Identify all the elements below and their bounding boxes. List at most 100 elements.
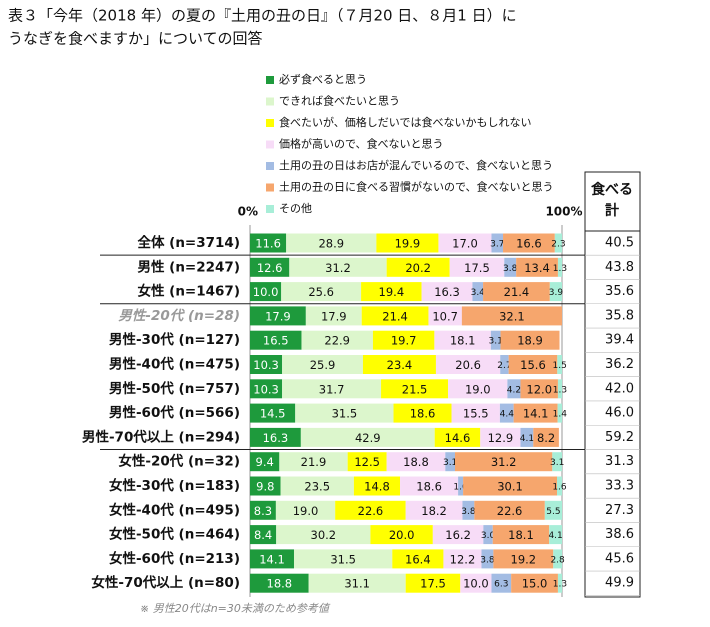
bar-segment (544, 500, 562, 520)
bar-segment (557, 379, 562, 399)
value-label: 23.4 (387, 358, 413, 372)
value-label: 19.0 (293, 504, 319, 518)
value-label: 1.4 (553, 410, 568, 420)
bar-segment (393, 403, 452, 423)
bar-segment (281, 282, 362, 302)
category-label: 女性-70代以上 (n=80) (91, 574, 240, 591)
value-label: 11.6 (255, 237, 281, 251)
value-label: 14.8 (364, 480, 390, 494)
legend-swatch (266, 76, 274, 84)
value-label: 3.8 (503, 264, 518, 274)
value-label: 2.3 (551, 240, 565, 250)
value-label: 28.9 (318, 237, 344, 251)
value-label: 19.9 (395, 237, 421, 251)
bar-segment (250, 476, 281, 496)
category-label: 男性-20代 (n=28) (118, 308, 240, 324)
value-label: 9.4 (256, 455, 274, 469)
bar-segment (362, 355, 436, 374)
value-label: 18.6 (416, 480, 442, 494)
legend-swatch (266, 183, 274, 192)
value-label: 31.5 (332, 407, 358, 421)
bar-segment (454, 452, 553, 472)
bar-segment (493, 549, 554, 569)
bar-segment (386, 257, 450, 277)
value-label: 12.2 (450, 552, 476, 566)
value-label: 18.1 (450, 334, 476, 348)
legend-label: 価格が高いので、食べないと思う (279, 137, 444, 151)
value-label: 17.0 (452, 237, 478, 251)
bar-segment (460, 573, 492, 593)
bar-segment (250, 330, 302, 350)
bar-segment (499, 403, 514, 423)
value-label: 16.5 (263, 334, 289, 348)
bar-segment (451, 403, 500, 423)
bar-segment (507, 379, 521, 399)
value-label: 22.6 (358, 504, 384, 518)
value-label: 12.0 (526, 382, 552, 396)
value-label: 3.1 (489, 337, 503, 347)
legend-label: その他 (279, 202, 312, 215)
category-label: 男性-60代 (n=566) (109, 404, 240, 421)
value-label: 1.5 (552, 361, 566, 371)
value-label: 30.2 (311, 528, 337, 542)
total-column-frame (584, 171, 641, 598)
total-value: 36.2 (605, 357, 634, 372)
value-label: 31.1 (344, 577, 370, 591)
value-label: 19.4 (379, 285, 405, 299)
bar-segment (483, 525, 493, 545)
value-label: 12.6 (257, 261, 283, 275)
x-tick-label: 100% (545, 205, 582, 219)
bar-segment (520, 427, 534, 447)
bar-segment (520, 379, 558, 399)
bar-segment (428, 306, 462, 326)
value-label: 31.2 (325, 261, 351, 275)
total-value: 42.0 (605, 381, 634, 396)
total-value: 43.8 (605, 260, 634, 275)
value-label: 23.5 (304, 480, 330, 494)
bar-segment (250, 403, 296, 423)
value-label: 1.3 (553, 385, 567, 395)
bar-segment (276, 525, 371, 545)
bar-segment (400, 476, 459, 496)
value-label: 20.2 (405, 261, 431, 275)
bar-segment (557, 257, 562, 277)
value-label: 19.2 (511, 552, 537, 566)
bar-segment (462, 500, 475, 520)
chart-title: うなぎを食べますか」についての回答 (8, 30, 263, 48)
bar-segment (513, 403, 558, 423)
value-label: 17.5 (464, 261, 490, 275)
bar-segment (549, 282, 562, 302)
bar-segment (250, 500, 276, 520)
legend-swatch (266, 97, 274, 106)
category-label: 男性 (n=2247) (137, 258, 240, 275)
bar-segment (448, 379, 508, 399)
total-value: 59.2 (605, 430, 634, 445)
category-label: 女性 (n=1467) (137, 283, 240, 300)
bar-segment (483, 282, 550, 302)
bar-segment (474, 500, 545, 520)
bar-segment (432, 525, 484, 545)
bar-segment (449, 257, 505, 277)
bar-segment (250, 306, 306, 326)
bar-segment (553, 549, 562, 569)
bar-segment (250, 257, 290, 277)
bar-segment (289, 257, 387, 277)
category-label: 女性-30代 (n=183) (109, 477, 240, 494)
legend-label: 必ず食べると思う (279, 73, 367, 86)
value-label: 18.2 (421, 504, 447, 518)
value-label: 8.4 (254, 528, 272, 542)
legend-label: 食べたいが、価格しだいでは食べないかもしれない (279, 115, 531, 129)
bar-segment (511, 573, 558, 593)
value-label: 32.1 (499, 309, 525, 323)
value-label: 42.9 (355, 431, 381, 445)
value-label: 15.5 (463, 407, 489, 421)
bar-segment (508, 355, 558, 374)
value-label: 3.1 (443, 458, 457, 468)
value-label: 14.5 (260, 407, 286, 421)
value-label: 30.1 (497, 480, 523, 494)
value-label: 19.7 (391, 334, 417, 348)
bar-segment (300, 427, 435, 447)
bar-segment (435, 355, 501, 374)
value-label: 14.6 (445, 431, 471, 445)
